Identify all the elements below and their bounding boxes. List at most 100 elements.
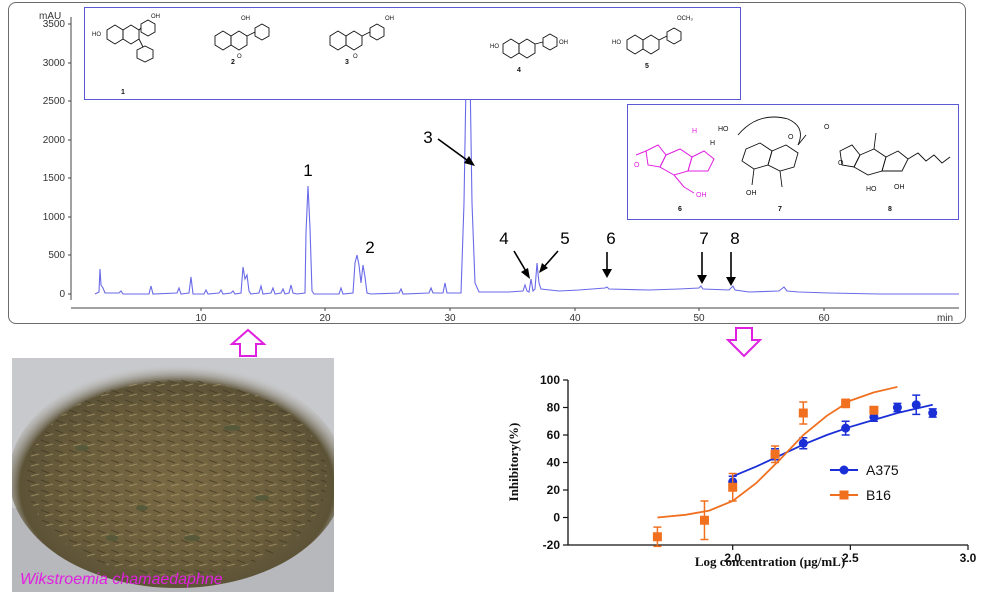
- x-tick-label: 2.0: [724, 551, 741, 565]
- compound-7-structure: [737, 116, 807, 188]
- atom-label: O: [634, 162, 640, 169]
- atom-label: OH: [746, 190, 757, 197]
- dried-herb-image: Wikstroemia chamaedaphne: [12, 358, 334, 592]
- chromatogram-trace: [94, 24, 959, 295]
- atom-label: HO: [866, 186, 877, 193]
- substituent-label: OH: [559, 40, 568, 46]
- compound-number: 8: [888, 206, 892, 213]
- x-tick: 20: [319, 313, 331, 324]
- data-point-b16: [841, 398, 851, 408]
- x-axis-label: Log concentration (μg/mL): [695, 554, 845, 569]
- atom-label: OH: [696, 192, 707, 199]
- data-point-a375: [869, 412, 879, 422]
- flavonoid-structures: HO OH OH O O OH HO OH HO OCH₃ 1 2 3 4 5: [92, 14, 693, 96]
- atom-label: OH: [894, 184, 905, 191]
- x-tick: 60: [818, 313, 830, 324]
- legend-label-b16: B16: [866, 487, 891, 503]
- substituent-label: OH: [385, 16, 394, 22]
- peak-label: 7: [699, 229, 708, 248]
- data-point-a375: [841, 423, 851, 433]
- compound-number: 6: [678, 206, 682, 213]
- arrow: [437, 138, 472, 164]
- y-tick: 3500: [43, 19, 66, 30]
- arrow-head: [464, 156, 475, 166]
- peak-annotations: 1 2 3 4 5 6 7 8: [303, 128, 740, 286]
- substituent-label: HO: [490, 44, 499, 50]
- data-point-a375: [928, 408, 938, 418]
- peak-label: 4: [499, 229, 508, 248]
- y-axis-label: Inhibitory(%): [506, 423, 521, 502]
- compound-number: 4: [517, 67, 521, 74]
- data-point-b16: [798, 408, 808, 418]
- data-point-b16: [728, 482, 738, 492]
- data-point-b16: [869, 405, 879, 415]
- atom-label: O: [838, 160, 844, 167]
- hplc-chromatogram: mAU 3500 3000 2500 2000 1500 1000 500 0 …: [39, 11, 959, 324]
- compound-6-structure: [635, 144, 715, 194]
- y-tick-label: -20: [543, 538, 561, 552]
- dose-response-chart: Inhibitory(%) Log concentration (μg/mL) …: [506, 373, 977, 569]
- data-point-a375: [798, 438, 808, 448]
- atom-label: H: [692, 128, 697, 135]
- flavonoid-structures-box: HO OH OH O O OH HO OH HO OCH₃ 1 2 3 4 5: [84, 7, 741, 100]
- y-tick: 500: [48, 250, 65, 261]
- x-tick: 50: [693, 313, 705, 324]
- compound-8-structure: [839, 132, 951, 176]
- compound-number: 1: [121, 89, 125, 96]
- y-tick: 3000: [43, 58, 66, 69]
- substituent-label: OH: [241, 16, 250, 22]
- peak-label: 2: [365, 238, 374, 257]
- y-tick: 1000: [43, 212, 66, 223]
- x-tick-label: 3.0: [960, 551, 977, 565]
- x-tick: 30: [444, 313, 456, 324]
- data-point-a375: [911, 400, 921, 410]
- legend-label-a375: A375: [866, 462, 899, 478]
- x-tick-label: 2.5: [842, 551, 859, 565]
- substituent-label: O: [237, 54, 242, 60]
- legend-marker-b16: [839, 490, 849, 500]
- peak-label: 3: [423, 128, 432, 147]
- y-tick: 1500: [43, 173, 66, 184]
- dose-response-panel: Inhibitory(%) Log concentration (μg/mL) …: [500, 362, 1000, 592]
- compound-number: 5: [645, 63, 649, 70]
- compound-number: 7: [778, 206, 782, 213]
- data-point-b16: [770, 449, 780, 459]
- data-point-b16: [652, 532, 662, 542]
- y-tick: 0: [59, 289, 65, 300]
- y-tick: 2500: [43, 96, 66, 107]
- data-series: [652, 386, 938, 548]
- peak-label: 8: [730, 229, 739, 248]
- data-point-b16: [699, 515, 709, 525]
- compound-number: 2: [231, 59, 235, 66]
- y-tick-label: 100: [540, 373, 560, 387]
- substituent-label: O: [353, 54, 358, 60]
- y-ticks: 3500 3000 2500 2000 1500 1000 500 0: [43, 19, 71, 300]
- y-tick: 2000: [43, 135, 66, 146]
- axis-ticks: 100 80 60 40 20 0 -20 2.0 2.5 3.0: [540, 373, 977, 565]
- terpenoid-structures: H O OH HO H OH O O OH HO O: [634, 116, 951, 213]
- substituent-label: HO: [612, 40, 621, 46]
- y-tick-label: 60: [547, 428, 561, 442]
- legend: A375 B16: [830, 462, 899, 503]
- substituent-label: OH: [151, 14, 160, 20]
- y-tick-label: 40: [547, 456, 561, 470]
- plant-material-photo: Wikstroemia chamaedaphne: [12, 358, 334, 592]
- y-tick-label: 0: [553, 511, 560, 525]
- atom-label: HO: [718, 126, 729, 133]
- fit-curve-a375: [732, 403, 933, 478]
- down-hollow-arrow: [725, 327, 763, 358]
- x-tick: 10: [195, 313, 207, 324]
- species-caption: Wikstroemia chamaedaphne: [20, 571, 223, 588]
- atom-label: O: [788, 134, 794, 141]
- y-unit-label: mAU: [39, 11, 61, 22]
- y-tick-label: 80: [547, 401, 561, 415]
- x-unit-label: min: [937, 313, 953, 324]
- atom-label: H: [710, 140, 715, 147]
- legend-marker-a375: [839, 465, 849, 475]
- y-tick-label: 20: [547, 483, 561, 497]
- peak-label: 5: [560, 229, 569, 248]
- peak-label: 1: [303, 161, 312, 180]
- substituent-label: OCH₃: [677, 16, 693, 22]
- up-hollow-arrow: [229, 328, 267, 357]
- data-point-a375: [892, 403, 902, 412]
